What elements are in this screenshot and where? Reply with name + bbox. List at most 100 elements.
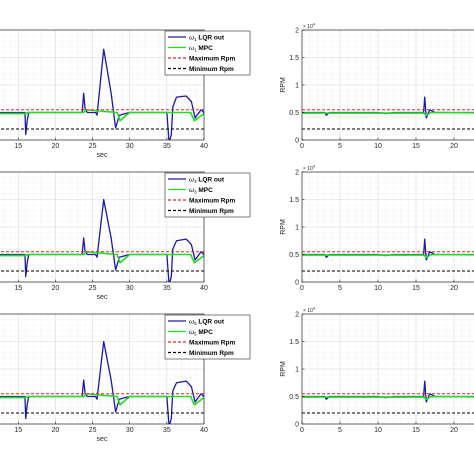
legend-symbol: ω — [189, 329, 194, 336]
x-tick-label: 15 — [412, 285, 420, 292]
legend-label: Maximum Rpm — [189, 55, 235, 62]
y-tick-label: 0 — [295, 422, 299, 429]
y-tick-label: 2 — [295, 170, 299, 177]
legend-label: ω5 MPC — [189, 329, 213, 337]
x-tick-label: 15 — [14, 427, 22, 434]
x-tick-label: 35 — [163, 143, 171, 150]
legend-label: ω1 MPC — [189, 45, 213, 53]
x-tick-label: 15 — [412, 427, 420, 434]
axes-frame — [0, 29, 205, 141]
panel-right-1: 0 5 10 15 20 0 0.5 1 1.5 2 RPM × 104 — [280, 22, 474, 150]
y-tick-label: 0.5 — [289, 394, 299, 401]
legend-label: ω5 LQR out — [189, 318, 225, 326]
legend-box — [164, 30, 251, 76]
x-tick-label: 0 — [300, 143, 304, 150]
x-tick-label: 30 — [126, 427, 134, 434]
legend-symbol: ω — [189, 45, 194, 52]
y-tick-label: 1 — [295, 367, 299, 374]
x-tick-label: 40 — [200, 285, 208, 292]
y-tick-label: 0 — [295, 138, 299, 145]
y-tick-label: 0 — [295, 280, 299, 287]
legend-symbol: ω — [189, 34, 194, 41]
y-tick-label: 2 — [295, 312, 299, 319]
axes-frame — [0, 313, 205, 425]
y-tick-label: 1 — [295, 225, 299, 232]
x-tick-label: 15 — [14, 285, 22, 292]
legend-subscript: 3 — [194, 190, 197, 195]
x-tick-label: 35 — [163, 285, 171, 292]
x-tick-label: 20 — [450, 143, 458, 150]
x-tick-label: 25 — [89, 285, 97, 292]
exponent-power: 4 — [313, 164, 316, 169]
legend-text: MPC — [197, 45, 214, 52]
x-tick-label: 0 — [300, 285, 304, 292]
y-tick-label: 1.5 — [289, 197, 299, 204]
x-tick-label: 10 — [374, 143, 382, 150]
y-axis-label: RPM — [280, 77, 287, 93]
legend-text: LQR out — [197, 34, 225, 41]
legend-box — [164, 172, 251, 218]
legend-label: ω3 LQR out — [189, 176, 225, 184]
legend-label: Minimum Rpm — [189, 66, 234, 73]
series-group — [302, 96, 474, 130]
y-tick-label: 1.5 — [289, 55, 299, 62]
legend-text: MPC — [197, 187, 214, 194]
y-tick-label: 2 — [295, 28, 299, 35]
x-axis-label: sec — [97, 294, 108, 301]
panel-right-2: 0 5 10 15 20 0 0.5 1 1.5 2 RPM × 104 — [280, 164, 474, 292]
legend-text: LQR out — [197, 318, 225, 325]
series-group — [0, 198, 204, 282]
legend-subscript: 1 — [194, 48, 197, 53]
x-tick-label: 30 — [126, 143, 134, 150]
y-tick-label: 1 — [295, 83, 299, 90]
grid — [302, 172, 474, 282]
series-line-trace-1 — [302, 111, 474, 117]
exponent-power: 4 — [313, 306, 316, 311]
x-tick-label: 5 — [338, 143, 342, 150]
series-line-mpc — [0, 250, 204, 264]
x-tick-label: 5 — [338, 427, 342, 434]
legend-text: LQR out — [197, 176, 225, 183]
axes-frame — [0, 171, 205, 283]
exponent-power: 4 — [313, 22, 316, 27]
legend-symbol: ω — [189, 176, 194, 183]
legend-box — [164, 314, 251, 360]
y-tick-label: 0.5 — [289, 110, 299, 117]
legend: ω5 LQR out ω5 MPC Maximum Rpm Minimum Rpm — [164, 314, 251, 360]
y-axis-label: RPM — [280, 361, 287, 377]
legend-symbol: ω — [189, 187, 194, 194]
legend-text: MPC — [197, 329, 214, 336]
y-axis-label: RPM — [280, 219, 287, 235]
x-tick-label: 30 — [126, 285, 134, 292]
x-axis-label: sec — [97, 436, 108, 443]
series-line-trace-1 — [302, 253, 474, 259]
x-tick-label: 35 — [163, 427, 171, 434]
series-group — [302, 380, 474, 414]
series-group — [302, 238, 474, 272]
x-tick-label: 20 — [450, 285, 458, 292]
y-tick-label: 1.5 — [289, 339, 299, 346]
legend-subscript: 5 — [194, 332, 197, 337]
exponent-label: × 104 — [303, 306, 316, 315]
series-group — [0, 48, 204, 140]
series-group — [0, 340, 204, 424]
legend-label: Maximum Rpm — [189, 339, 235, 346]
legend-label: Minimum Rpm — [189, 350, 234, 357]
x-tick-label: 25 — [89, 143, 97, 150]
grid — [302, 30, 474, 140]
x-tick-label: 40 — [200, 143, 208, 150]
x-tick-label: 15 — [412, 143, 420, 150]
legend-label: Maximum Rpm — [189, 197, 235, 204]
y-tick-label: 0.5 — [289, 252, 299, 259]
x-tick-label: 5 — [338, 285, 342, 292]
x-tick-label: 20 — [52, 427, 60, 434]
series-line-mpc — [0, 108, 204, 122]
series-line-mpc — [0, 392, 204, 406]
x-tick-label: 20 — [450, 427, 458, 434]
x-tick-label: 25 — [89, 427, 97, 434]
x-tick-label: 20 — [52, 143, 60, 150]
